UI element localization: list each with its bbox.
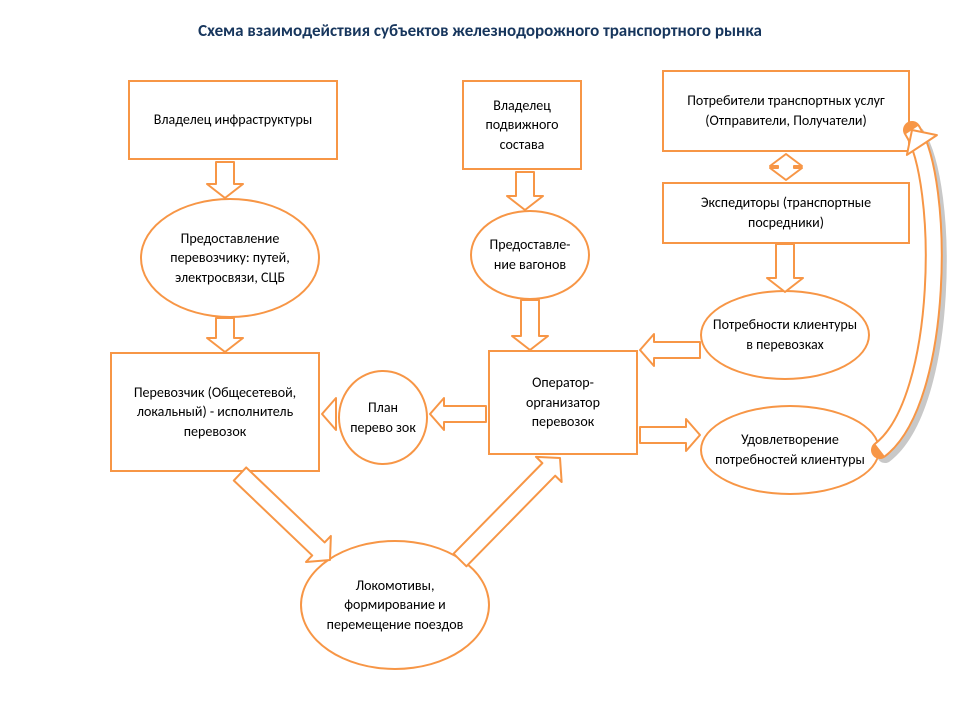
node-rolling-stock-owner: Владелец подвижного состава	[462, 80, 582, 170]
node-infrastructure-owner: Владелец инфраструктуры	[128, 80, 338, 160]
node-customer-needs: Потребности клиентуры в перевозках	[700, 290, 870, 380]
node-provide-wagons: Предоставле-ние вагонов	[470, 210, 590, 300]
node-forwarders: Экспедиторы (транспортные посредники)	[662, 182, 910, 244]
node-satisfy-needs: Удовлетворение потребностей клиентуры	[700, 405, 880, 495]
node-transport-plan: План перево зок	[338, 370, 428, 465]
page-title: Схема взаимодействия субъектов железнодо…	[0, 20, 960, 41]
node-operator: Оператор-организатор перевозок	[488, 350, 638, 455]
node-consumers: Потребители транспортных услуг (Отправит…	[662, 70, 910, 152]
node-provide-infra: Предоставление перевозчику: путей, элект…	[140, 198, 320, 318]
node-carrier: Перевозчик (Общесетевой, локальный) - ис…	[110, 352, 320, 472]
node-locomotives: Локомотивы, формирование и перемещение п…	[300, 540, 490, 670]
